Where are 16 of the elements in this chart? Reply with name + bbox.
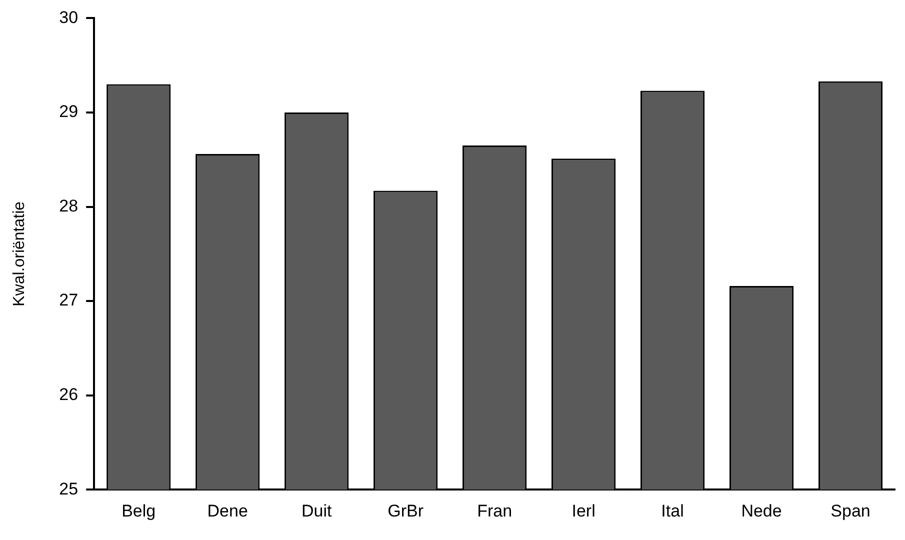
y-tick-label: 26 (59, 385, 78, 404)
y-tick-label: 29 (59, 102, 78, 122)
y-tick-label: 25 (59, 479, 78, 498)
x-tick-label: GrBr (388, 501, 424, 520)
x-tick-label: Span (830, 501, 870, 520)
x-tick-label: Dene (207, 501, 248, 520)
x-tick-label: Ital (661, 501, 684, 520)
x-tick-label: Ierl (572, 501, 596, 520)
y-tick-label: 28 (59, 196, 78, 216)
x-tick-label: Belg (122, 501, 156, 520)
x-tick-label: Fran (477, 501, 512, 520)
y-axis-title: Kwal.oriëntatie (11, 201, 28, 306)
x-tick-label: Nede (741, 501, 782, 520)
y-tick-label: 27 (59, 290, 78, 310)
y-tick-label: 30 (59, 8, 78, 27)
x-tick-label: Duit (301, 501, 332, 520)
